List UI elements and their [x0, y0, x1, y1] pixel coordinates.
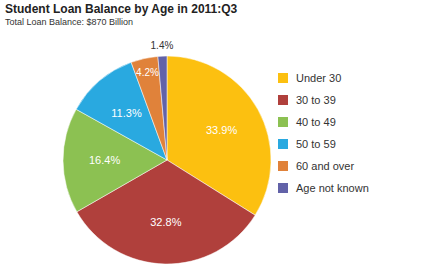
legend-label: Age not known [296, 182, 369, 194]
data-label: 16.4% [89, 154, 120, 166]
legend-swatch [278, 139, 288, 149]
legend-swatch [278, 161, 288, 171]
pie [63, 56, 271, 264]
legend-item: 50 to 59 [278, 138, 336, 150]
data-labels: 33.9% 32.8% 16.4% 11.3% 4.2% 1.4% [89, 40, 237, 229]
title: Student Loan Balance by Age in 2011:Q3 [5, 2, 238, 16]
legend-swatch [278, 95, 288, 105]
data-label: 4.2% [136, 67, 159, 78]
subtitle: Total Loan Balance: $870 Billion [5, 17, 133, 27]
legend-item: 30 to 39 [278, 94, 336, 106]
legend-label: 50 to 59 [296, 138, 336, 150]
legend-label: Under 30 [296, 72, 341, 84]
legend-item: 60 and over [278, 160, 354, 172]
data-label: 11.3% [111, 107, 142, 119]
legend-swatch [278, 73, 288, 83]
pie-slice [158, 56, 167, 160]
data-label: 32.8% [150, 216, 181, 228]
legend-label: 40 to 49 [296, 116, 336, 128]
data-label: 33.9% [206, 124, 237, 136]
legend-label: 30 to 39 [296, 94, 336, 106]
legend-item: Age not known [278, 182, 369, 194]
data-label: 1.4% [151, 40, 174, 51]
legend: Under 30 30 to 39 40 to 49 50 to 59 60 and o… [278, 72, 369, 194]
legend-swatch [278, 183, 288, 193]
legend-item: Under 30 [278, 72, 341, 84]
legend-item: 40 to 49 [278, 116, 336, 128]
chart: Student Loan Balance by Age in 2011:Q3To… [0, 0, 440, 269]
legend-swatch [278, 117, 288, 127]
legend-label: 60 and over [296, 160, 354, 172]
